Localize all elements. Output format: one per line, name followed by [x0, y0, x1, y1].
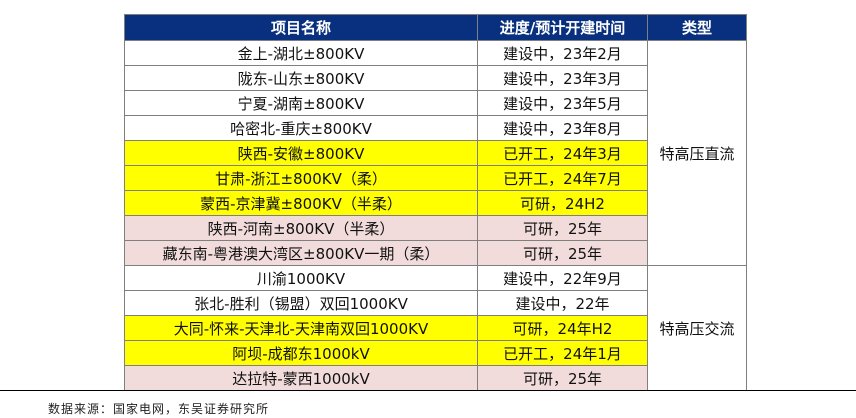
table-row: 藏东南-粤港澳大湾区±800KV一期（柔） 可研，25年 [124, 240, 747, 266]
project-name-cell: 甘肃-浙江±800KV（柔） [124, 165, 478, 191]
table-row: 达拉特-蒙西1000kV 可研，25年 [124, 365, 747, 391]
bottom-divider [0, 390, 856, 391]
type-cell: 特高压直流 [647, 40, 747, 266]
header-type: 类型 [647, 14, 747, 41]
progress-cell: 已开工，24年1月 [477, 340, 648, 366]
progress-cell: 已开工，24年7月 [477, 165, 648, 191]
table-row: 陇东-山东±800KV 建设中，23年3月 [124, 65, 747, 91]
project-name-cell: 藏东南-粤港澳大湾区±800KV一期（柔） [124, 240, 478, 266]
table-row: 陕西-河南±800KV（半柔） 可研，25年 [124, 215, 747, 241]
table-header-row: 项目名称 进度/预计开建时间 类型 [124, 14, 747, 41]
progress-cell: 建设中，23年5月 [477, 90, 648, 116]
progress-cell: 建设中，23年8月 [477, 115, 648, 141]
project-name-cell: 金上-湖北±800KV [124, 40, 478, 66]
table-row: 陕西-安徽±800KV 已开工，24年3月 [124, 140, 747, 166]
progress-cell: 已开工，24年3月 [477, 140, 648, 166]
uhv-project-table: 项目名称 进度/预计开建时间 类型 金上-湖北±800KV 建设中，23年2月 特高… [124, 14, 747, 391]
project-name-cell: 大同-怀来-天津北-天津南双回1000KV [124, 315, 478, 341]
progress-cell: 建设中，22年9月 [477, 265, 648, 291]
table-row: 川渝1000KV 建设中，22年9月 特高压交流 [124, 265, 747, 391]
progress-cell: 建设中，22年 [477, 290, 648, 316]
type-cell: 特高压交流 [647, 265, 747, 391]
progress-cell: 可研，24H2 [477, 190, 648, 216]
table-row: 哈密北-重庆±800KV 建设中，23年8月 [124, 115, 747, 141]
progress-cell: 可研，25年 [477, 215, 648, 241]
project-name-cell: 川渝1000KV [124, 265, 478, 291]
header-project-name: 项目名称 [124, 14, 478, 41]
progress-cell: 建设中，23年2月 [477, 40, 648, 66]
project-name-cell: 陕西-安徽±800KV [124, 140, 478, 166]
table-row: 大同-怀来-天津北-天津南双回1000KV 可研，24年H2 [124, 315, 747, 341]
progress-cell: 可研，25年 [477, 365, 648, 391]
progress-cell: 建设中，23年3月 [477, 65, 648, 91]
project-table-container: 项目名称 进度/预计开建时间 类型 金上-湖北±800KV 建设中，23年2月 特高… [124, 14, 747, 391]
table-row: 蒙西-京津冀±800KV（半柔） 可研，24H2 [124, 190, 747, 216]
project-name-cell: 陕西-河南±800KV（半柔） [124, 215, 478, 241]
project-name-cell: 阿坝-成都东1000kV [124, 340, 478, 366]
table-row: 甘肃-浙江±800KV（柔） 已开工，24年7月 [124, 165, 747, 191]
project-name-cell: 蒙西-京津冀±800KV（半柔） [124, 190, 478, 216]
header-progress: 进度/预计开建时间 [477, 14, 648, 41]
project-name-cell: 哈密北-重庆±800KV [124, 115, 478, 141]
project-name-cell: 张北-胜利（锡盟）双回1000KV [124, 290, 478, 316]
project-name-cell: 达拉特-蒙西1000kV [124, 365, 478, 391]
project-name-cell: 陇东-山东±800KV [124, 65, 478, 91]
table-row: 金上-湖北±800KV 建设中，23年2月 特高压直流 [124, 40, 747, 266]
progress-cell: 可研，24年H2 [477, 315, 648, 341]
project-name-cell: 宁夏-湖南±800KV [124, 90, 478, 116]
table-row: 阿坝-成都东1000kV 已开工，24年1月 [124, 340, 747, 366]
source-note: 数据来源：国家电网，东吴证券研究所 [48, 402, 270, 416]
progress-cell: 可研，25年 [477, 240, 648, 266]
table-body: 金上-湖北±800KV 建设中，23年2月 特高压直流 陇东-山东±800KV 建设中，… [124, 40, 747, 391]
